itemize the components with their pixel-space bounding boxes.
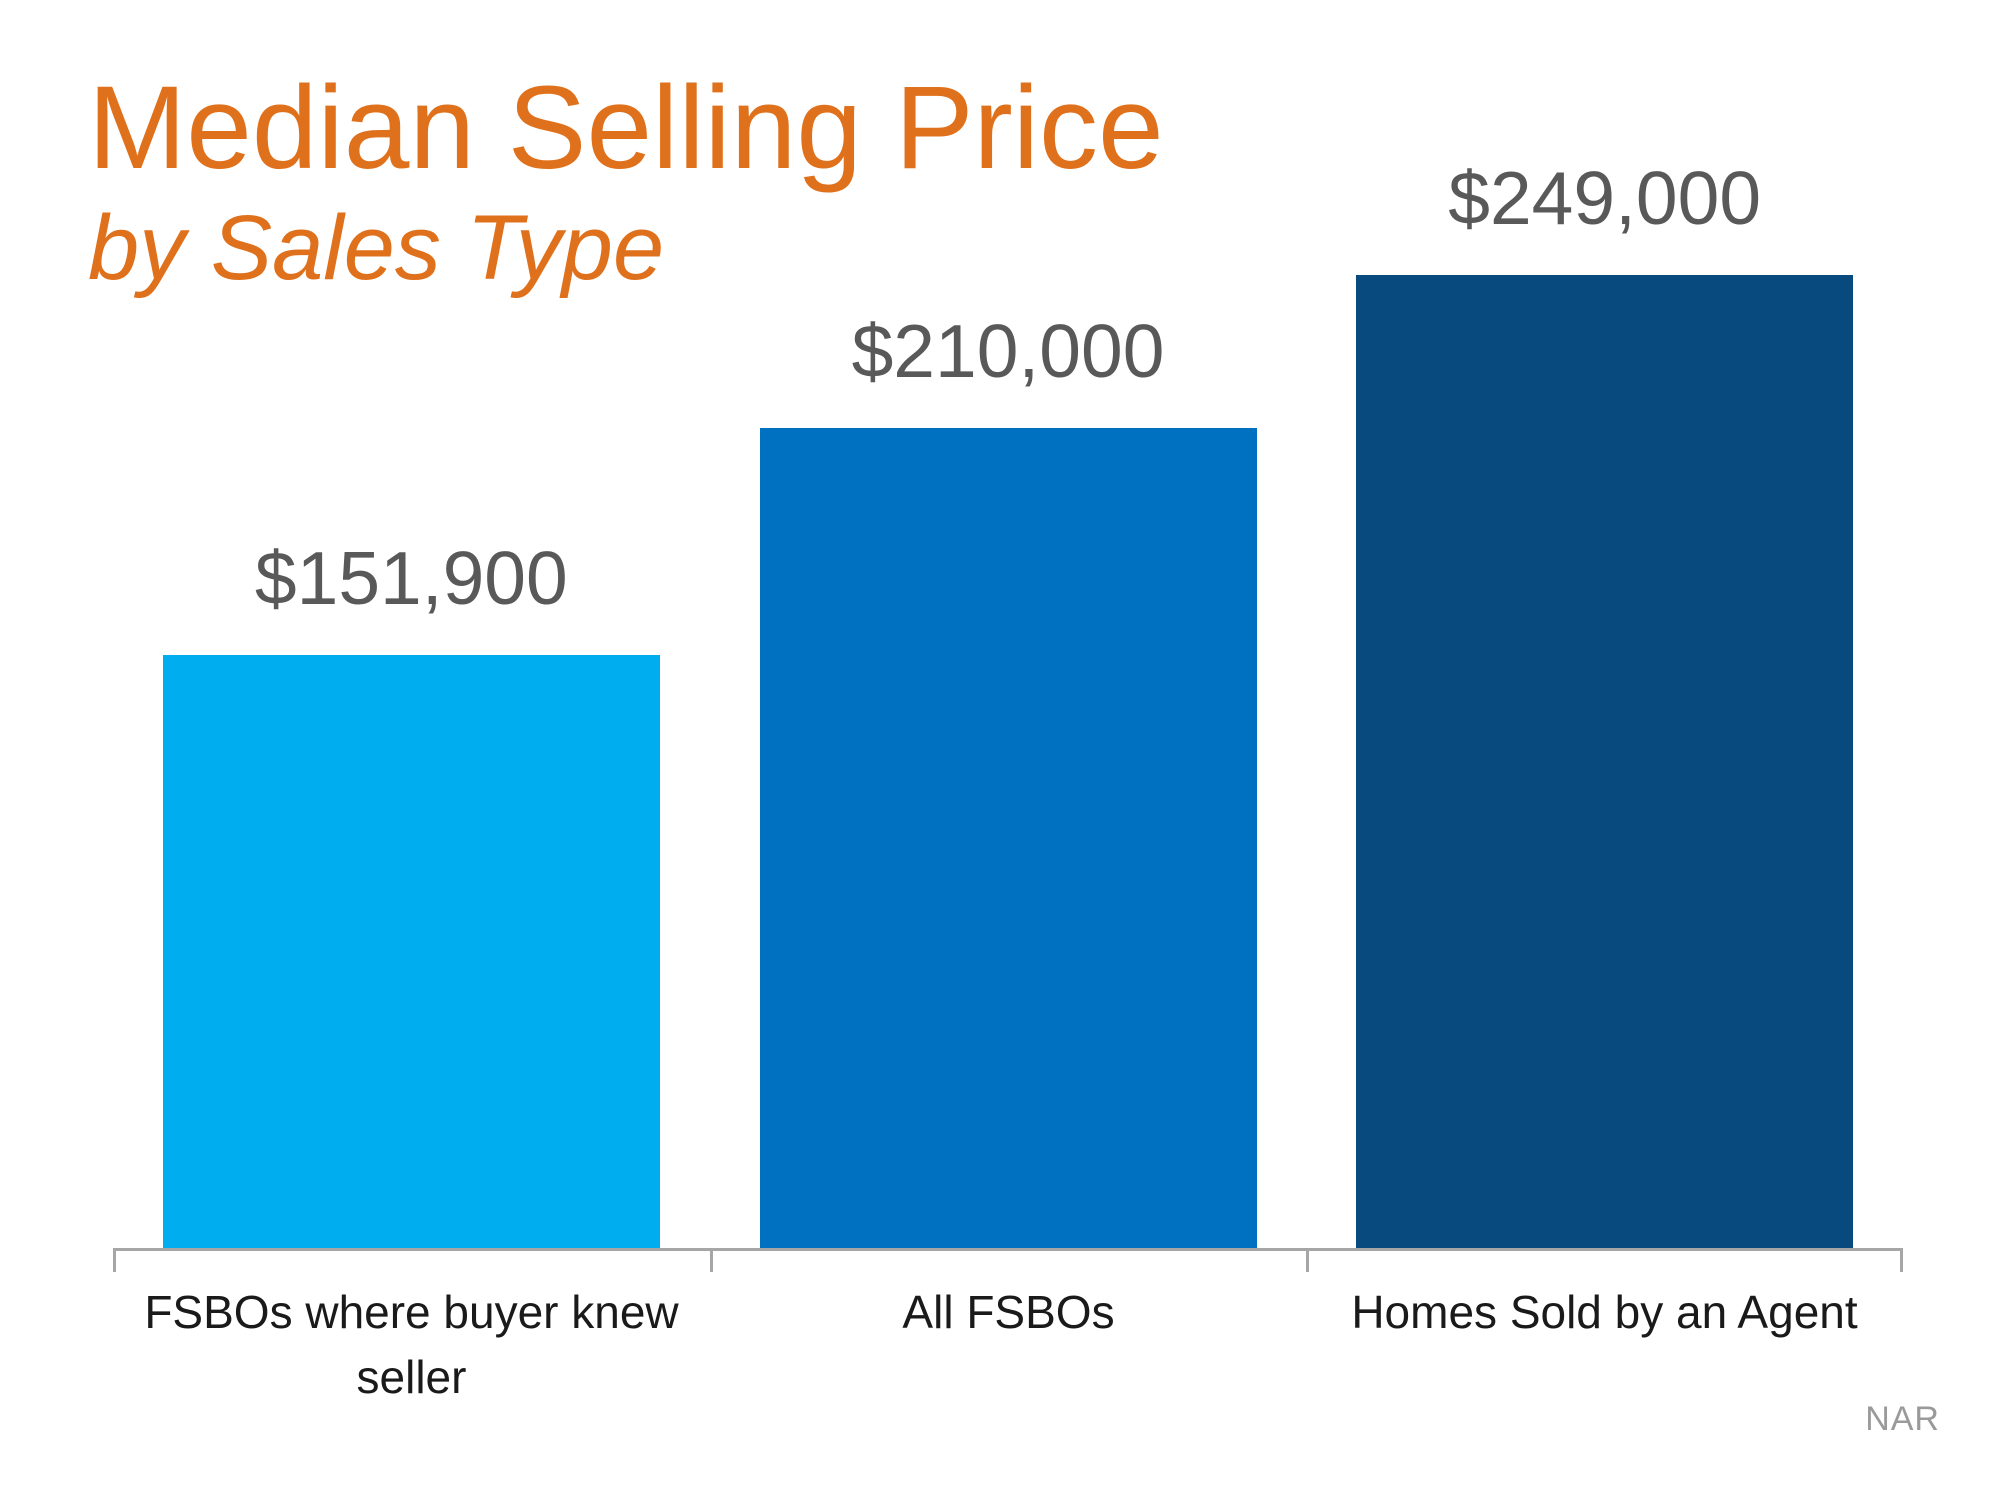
x-axis-label-3: Homes Sold by an Agent [1351, 1286, 1858, 1338]
bar-2 [760, 428, 1257, 1250]
x-axis-tick-3 [1306, 1248, 1309, 1272]
bar-value-label-3: $249,000 [1448, 156, 1762, 240]
bar-value-label-1: $151,900 [254, 536, 568, 620]
bar-value-label-2: $210,000 [851, 309, 1165, 393]
bar-1 [163, 655, 660, 1250]
x-axis-tick-4 [1900, 1248, 1903, 1272]
x-axis-tick-1 [113, 1248, 116, 1272]
x-axis-label-1: FSBOs where buyer knew seller [144, 1286, 679, 1404]
x-axis-line [113, 1248, 1903, 1251]
chart-title: Median Selling Price [88, 62, 1164, 194]
title-block: Median Selling Price by Sales Type [88, 62, 1164, 297]
chart-subtitle: by Sales Type [88, 197, 665, 300]
bar-3 [1356, 275, 1853, 1250]
x-axis-label-2: All FSBOs [902, 1286, 1115, 1338]
source-label: NAR [1865, 1400, 1940, 1438]
x-axis-tick-2 [710, 1248, 713, 1272]
